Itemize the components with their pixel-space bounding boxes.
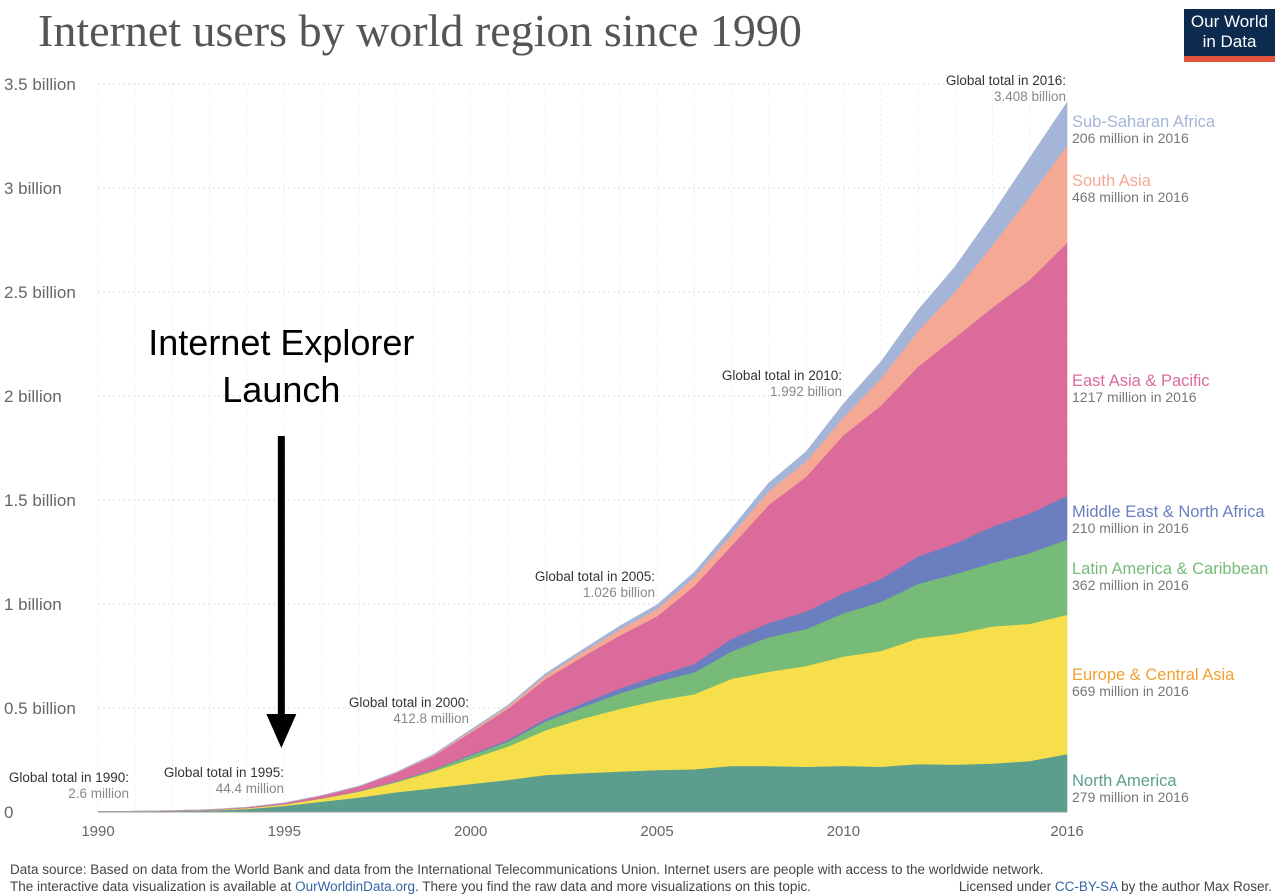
- region-sublabel: 1217 million in 2016: [1072, 389, 1197, 405]
- y-tick-label: 1 billion: [4, 595, 62, 614]
- y-tick-label: 2.5 billion: [4, 283, 76, 302]
- global-total-label: Global total in 1990:: [9, 770, 129, 785]
- global-total-value: 412.8 million: [393, 711, 469, 726]
- event-label-line-2: Launch: [222, 369, 340, 410]
- y-tick-label: 2 billion: [4, 387, 62, 406]
- x-tick-label: 2010: [827, 823, 860, 840]
- x-tick-label: 1990: [81, 823, 114, 840]
- footer: Data source: Based on data from the Worl…: [10, 861, 1272, 895]
- x-tick-label: 2016: [1050, 823, 1083, 840]
- footer-interactive-note: The interactive data visualization is av…: [10, 878, 1272, 895]
- region-label: Latin America & Caribbean: [1072, 560, 1268, 578]
- global-total-label: Global total in 1995:: [164, 765, 284, 780]
- global-total-value: 44.4 million: [216, 781, 284, 796]
- y-tick-label: 1.5 billion: [4, 491, 76, 510]
- global-total-label: Global total in 2000:: [349, 695, 469, 710]
- region-sublabel: 206 million in 2016: [1072, 130, 1189, 146]
- footer-note-post: . There you find the raw data and more v…: [414, 879, 811, 894]
- footer-note-pre: The interactive data visualization is av…: [10, 879, 296, 894]
- region-sublabel: 669 million in 2016: [1072, 683, 1189, 699]
- global-total-value: 3.408 billion: [994, 89, 1066, 104]
- y-tick-label: 3 billion: [4, 179, 62, 198]
- global-total-value: 2.6 million: [68, 786, 129, 801]
- x-tick-label: 1995: [268, 823, 301, 840]
- global-total-label: Global total in 2016:: [946, 73, 1066, 88]
- global-total-value: 1.992 billion: [770, 384, 842, 399]
- event-arrow-head: [266, 714, 297, 748]
- logo-line-1: Our World: [1190, 12, 1269, 31]
- x-tick-label: 2005: [640, 823, 673, 840]
- license-link[interactable]: CC-BY-SA: [1054, 879, 1118, 894]
- license-pre: Licensed under: [958, 879, 1055, 894]
- region-label: Europe & Central Asia: [1072, 666, 1235, 684]
- region-sublabel: 279 million in 2016: [1072, 789, 1189, 805]
- chart-title: Internet users by world region since 199…: [38, 5, 802, 56]
- y-tick-label: 0.5 billion: [4, 699, 76, 718]
- y-tick-label: 0: [4, 803, 13, 822]
- owid-link[interactable]: OurWorldinData.org: [295, 879, 415, 894]
- logo-line-2: in Data: [1202, 32, 1257, 51]
- x-tick-label: 2000: [454, 823, 487, 840]
- global-total-label: Global total in 2005:: [535, 569, 655, 584]
- license-post: by the author Max Roser.: [1117, 879, 1272, 894]
- region-label: Middle East & North Africa: [1072, 503, 1265, 521]
- global-total-value: 1.026 billion: [583, 585, 655, 600]
- region-sublabel: 468 million in 2016: [1072, 189, 1189, 205]
- region-label: South Asia: [1072, 172, 1152, 190]
- event-label-line-1: Internet Explorer: [148, 322, 414, 363]
- footer-source: Data source: Based on data from the Worl…: [10, 862, 1044, 877]
- region-label: North America: [1072, 772, 1177, 790]
- region-label: East Asia & Pacific: [1072, 372, 1210, 390]
- footer-license: Licensed under CC-BY-SA by the author Ma…: [959, 878, 1272, 895]
- y-tick-label: 3.5 billion: [4, 75, 76, 94]
- global-total-label: Global total in 2010:: [722, 368, 842, 383]
- area-sub-saharan-africa: [97, 101, 1068, 812]
- region-sublabel: 362 million in 2016: [1072, 577, 1189, 593]
- region-label: Sub-Saharan Africa: [1072, 113, 1216, 131]
- region-sublabel: 210 million in 2016: [1072, 520, 1189, 536]
- owid-logo[interactable]: Our World in Data: [1184, 9, 1275, 62]
